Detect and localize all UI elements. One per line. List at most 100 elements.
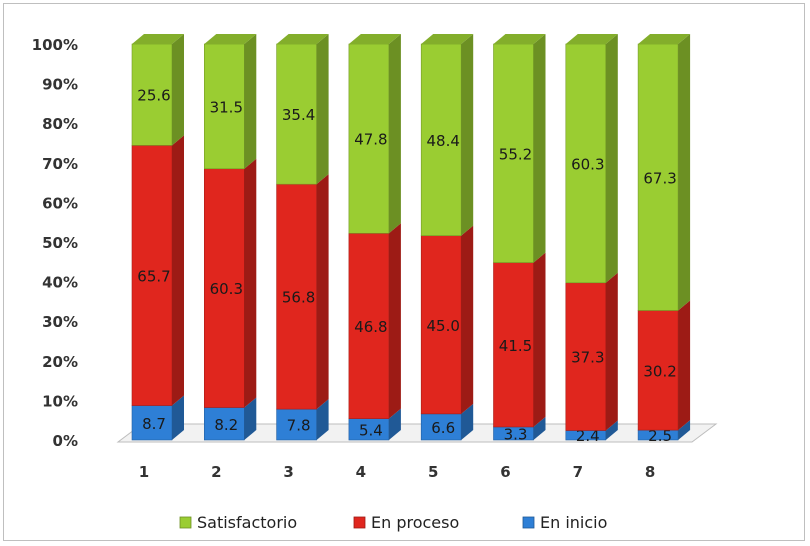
data-label: 45.0 <box>426 317 459 335</box>
bar-segment-side <box>388 34 401 234</box>
bars: 8.7 65.7 25.6 8.2 60.3 31.5 7.8 56.8 35.4 5.4 46.8… <box>131 34 691 445</box>
bar-stack: 2.5 30.2 67.3 <box>637 34 691 445</box>
data-label: 5.4 <box>359 421 383 439</box>
legend-swatch <box>179 516 192 529</box>
bar-segment-side <box>533 416 546 440</box>
bar-segment-side <box>316 174 329 410</box>
legend-label: Satisfactorio <box>197 513 297 532</box>
legend-label: En inicio <box>540 513 607 532</box>
bar-segment-side <box>244 397 257 440</box>
x-tick-label: 5 <box>428 463 438 481</box>
y-tick-label: 50% <box>42 234 78 252</box>
data-label: 31.5 <box>210 98 243 116</box>
bar-segment <box>637 43 679 311</box>
bar-segment-side <box>461 34 474 236</box>
stacked-bar-chart: 0%10%20%30%40%50%60%70%80%90%100% 8.765.… <box>32 34 718 532</box>
y-tick-label: 0% <box>53 432 78 450</box>
bar-segment <box>131 43 173 146</box>
data-label: 25.6 <box>137 87 170 105</box>
data-label: 46.8 <box>354 318 387 336</box>
bar-segment-side <box>678 300 691 431</box>
bar-segment-side <box>678 420 691 440</box>
y-axis: 0% 10% 20% 30% 40% 50% 60% 70% 80% 90% 100% <box>32 36 78 450</box>
bar-segment-top <box>204 34 257 44</box>
y-tick-label: 60% <box>42 194 78 212</box>
x-tick-label: 2 <box>211 463 221 481</box>
x-tick-label: 1 <box>139 463 149 481</box>
chart-frame: 0% 10% 20% 30% 40% 50% 60% 70% 80% 90% 100% 8.7 65.… <box>3 3 805 541</box>
bar-segment-side <box>605 420 618 440</box>
legend-label: En proceso <box>371 513 459 532</box>
x-tick-label: 8 <box>645 463 655 481</box>
data-label: 60.3 <box>210 280 243 298</box>
bar-segment-side <box>605 272 618 431</box>
bar-stack: 3.3 41.5 55.2 <box>493 34 546 443</box>
y-tick-label: 40% <box>42 274 78 292</box>
data-label: 30.2 <box>643 362 676 380</box>
bar-segment <box>565 282 607 431</box>
data-label: 48.4 <box>426 132 459 150</box>
data-label: 56.8 <box>282 289 315 307</box>
bar-segment <box>493 262 534 428</box>
bar-segment-side <box>533 252 546 427</box>
legend-swatch <box>353 516 366 529</box>
bar-stack: 7.8 56.8 35.4 <box>276 34 329 441</box>
bar-segment-side <box>461 403 474 440</box>
bar-segment-side <box>244 34 257 169</box>
bar-segment <box>348 43 390 234</box>
data-label: 3.3 <box>504 425 528 443</box>
bar-stack: 6.6 45.0 48.4 <box>420 34 474 441</box>
bar-segment-side <box>388 223 401 419</box>
bar-segment-side <box>316 34 329 185</box>
bar-segment-top <box>493 34 546 44</box>
x-axis: 1 2 3 4 5 6 7 8 <box>139 463 656 481</box>
bar-segment <box>204 43 245 170</box>
bar-segment <box>420 43 462 236</box>
x-tick-label: 4 <box>356 463 366 481</box>
bar-segment-side <box>172 135 184 406</box>
legend-item: En inicio <box>522 513 607 532</box>
y-tick-label: 100% <box>32 36 78 54</box>
data-label: 60.3 <box>571 155 604 173</box>
y-tick-label: 20% <box>42 353 78 371</box>
data-label: 41.5 <box>499 337 532 355</box>
x-tick-label: 7 <box>573 463 583 481</box>
legend-item: Satisfactorio <box>179 513 297 532</box>
bar-segment <box>276 43 317 185</box>
x-tick-label: 6 <box>500 463 510 481</box>
bar-segment-side <box>605 34 618 283</box>
data-label: 37.3 <box>571 349 604 367</box>
y-tick-label: 90% <box>42 76 78 94</box>
bar-segment-side <box>244 158 257 408</box>
data-label: 55.2 <box>499 145 532 163</box>
bar-segment-side <box>172 34 184 146</box>
y-tick-label: 80% <box>42 115 78 133</box>
x-tick-label: 3 <box>283 463 293 481</box>
bar-segment-top <box>348 34 401 44</box>
y-tick-label: 30% <box>42 313 78 331</box>
bar-stack: 8.7 65.7 25.6 <box>131 34 184 441</box>
data-label: 47.8 <box>354 131 387 149</box>
bar-segment-side <box>461 225 474 414</box>
data-label: 2.5 <box>648 427 672 445</box>
data-label: 7.8 <box>287 417 311 435</box>
legend-swatch <box>522 516 535 529</box>
bar-segment-top <box>638 34 691 44</box>
bar-segment-side <box>533 34 546 263</box>
data-label: 8.2 <box>214 416 238 434</box>
y-tick-label: 10% <box>42 392 78 410</box>
bar-segment-top <box>276 34 329 44</box>
bar-stack: 8.2 60.3 31.5 <box>204 34 257 441</box>
bar-segment-top <box>565 34 618 44</box>
data-label: 65.7 <box>137 267 170 285</box>
bar-segment <box>131 405 173 441</box>
bar-stack: 2.4 37.3 60.3 <box>565 34 618 445</box>
y-tick-label: 70% <box>42 155 78 173</box>
data-label: 35.4 <box>282 106 315 124</box>
bar-segment <box>637 310 679 431</box>
bar-segment-side <box>172 395 184 440</box>
legend: Satisfactorio En proceso En inicio <box>179 513 607 532</box>
bar-stack: 5.4 46.8 47.8 <box>348 34 401 441</box>
bar-segment <box>420 235 462 415</box>
data-label: 67.3 <box>643 169 676 187</box>
